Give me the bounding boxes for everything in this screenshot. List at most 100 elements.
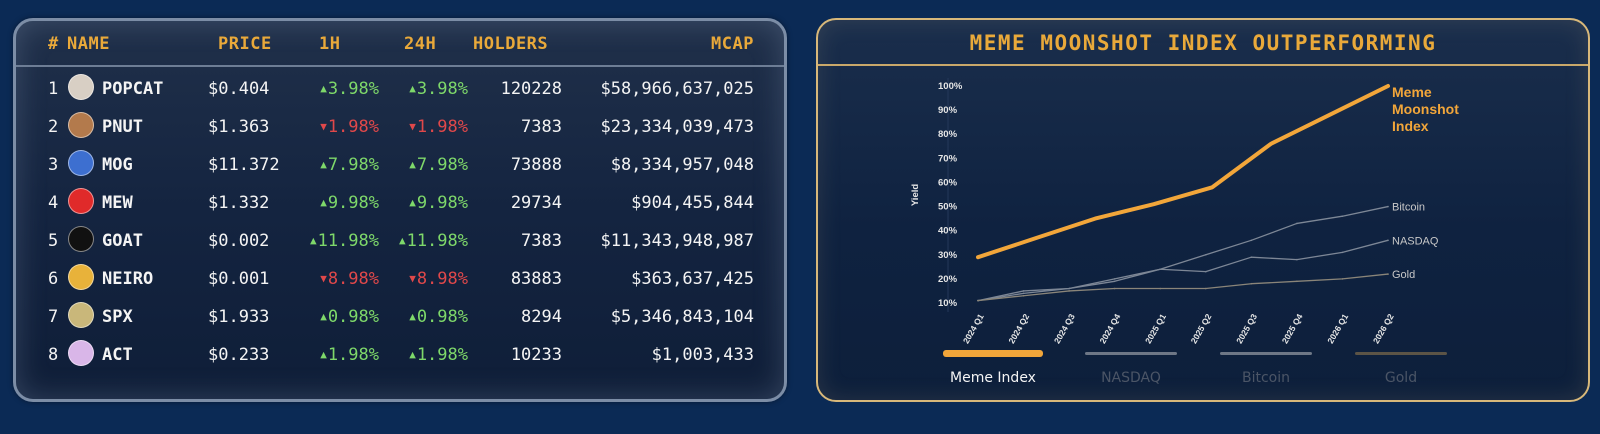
- price-cell: $1.933: [208, 307, 269, 327]
- holders-cell-text: 8294: [521, 307, 562, 327]
- y-tick-label: 20%: [938, 274, 958, 285]
- x-tick-label: 2025 Q3: [1234, 312, 1259, 345]
- legend-label: Meme Index: [950, 370, 1036, 386]
- price-cell: $1.332: [208, 193, 269, 213]
- table-row[interactable]: 2 PNUT $1.363 7383 $23,334,039,473 ▼1.98% ▼1.9…: [16, 108, 784, 146]
- change-1h-cell: ▲9.98%: [320, 193, 379, 213]
- price-cell: $11.372: [208, 155, 280, 175]
- table-row[interactable]: 7 SPX $1.933 8294 $5,346,843,104 ▲0.98% ▲0.98%: [16, 298, 784, 336]
- holders-cell: 7383: [521, 231, 562, 251]
- x-tick-label: 2024 Q2: [1006, 312, 1031, 345]
- holders-cell-text: 7383: [521, 231, 562, 251]
- series-line: [977, 239, 1389, 302]
- rank-cell: 8: [48, 345, 58, 365]
- change-24h-cell: ▲0.98%: [409, 307, 468, 327]
- series-line: [976, 84, 1390, 260]
- header-24h[interactable]: 24H: [404, 34, 437, 54]
- token-name-cell: SPX: [102, 307, 133, 327]
- price-cell-text: $11.372: [208, 155, 280, 175]
- triangle-up-icon: ▲: [409, 196, 416, 209]
- change-24h-cell-text: 1.98%: [416, 345, 468, 365]
- triangle-down-icon: ▼: [320, 272, 327, 285]
- token-name-cell: MEW: [102, 193, 133, 213]
- rank-cell-text: 3: [48, 155, 59, 175]
- token-name-cell-text: POPCAT: [102, 79, 164, 99]
- holders-cell: 29734: [511, 193, 562, 213]
- table-row[interactable]: 8 ACT $0.233 10233 $1,003,433 ▲1.98% ▲1.98%: [16, 336, 784, 374]
- change-1h-cell: ▲7.98%: [320, 155, 379, 175]
- change-24h-cell: ▲9.98%: [409, 193, 468, 213]
- x-tick-label: 2024 Q3: [1052, 312, 1077, 345]
- header-mcap[interactable]: MCAP: [711, 34, 754, 54]
- triangle-up-icon: ▲: [320, 158, 327, 171]
- x-tick-label: 2025 Q4: [1280, 312, 1305, 345]
- legend-item[interactable]: Meme Index: [943, 350, 1043, 400]
- rank-cell: 2: [48, 117, 58, 137]
- x-tick-label: 2025 Q2: [1189, 312, 1214, 345]
- change-24h-cell-text: 9.98%: [416, 193, 468, 213]
- change-24h-cell: ▼8.98%: [409, 269, 468, 289]
- price-cell-text: $1.332: [208, 193, 270, 213]
- header-holders[interactable]: HOLDERS: [473, 34, 549, 54]
- series-line: [977, 273, 1389, 302]
- series-point: [1250, 282, 1253, 285]
- legend-item[interactable]: Bitcoin: [1216, 350, 1316, 400]
- token-name-cell: PNUT: [102, 117, 143, 137]
- change-24h-cell: ▲11.98%: [399, 231, 468, 251]
- table-header: # NAME PRICE 1H 24H HOLDERS MCAP: [16, 21, 784, 67]
- popcat-avatar: [68, 74, 94, 100]
- change-1h-cell-text: 1.98%: [327, 345, 379, 365]
- change-1h-cell-text: 3.98%: [327, 79, 379, 99]
- change-1h-cell: ▲3.98%: [320, 79, 379, 99]
- change-1h-cell-text: 11.98%: [317, 231, 379, 251]
- y-tick-label: 30%: [938, 250, 958, 261]
- triangle-down-icon: ▼: [409, 272, 416, 285]
- triangle-up-icon: ▲: [409, 348, 416, 361]
- triangle-up-icon: ▲: [398, 234, 406, 247]
- token-table-panel: # NAME PRICE 1H 24H HOLDERS MCAP 1 POPCAT…: [13, 18, 787, 402]
- table-row[interactable]: 3 MOG $11.372 73888 $8,334,957,048 ▲7.98% ▲7.9…: [16, 146, 784, 184]
- change-1h-cell-text: 1.98%: [327, 117, 379, 137]
- mcap-cell-text: $8,334,957,048: [610, 155, 754, 175]
- table-row[interactable]: 4 MEW $1.332 29734 $904,455,844 ▲9.98% ▲9.98%: [16, 184, 784, 222]
- rank-cell-text: 1: [48, 79, 59, 99]
- mcap-cell-text: $904,455,844: [631, 193, 754, 213]
- change-1h-cell-text: 0.98%: [327, 307, 379, 327]
- legend-item[interactable]: NASDAQ: [1081, 350, 1181, 400]
- rank-cell-text: 8: [48, 345, 59, 365]
- series-end-label: Moonshot: [1392, 101, 1459, 117]
- change-1h-cell: ▼1.98%: [320, 117, 379, 137]
- x-tick-label: 2024 Q1: [961, 312, 986, 345]
- table-row[interactable]: 5 GOAT $0.002 7383 $11,343,948,987 ▲11.98% ▲11…: [16, 222, 784, 260]
- table-row[interactable]: 6 NEIRO $0.001 83883 $363,637,425 ▼8.98% ▼8.98…: [16, 260, 784, 298]
- header-1h[interactable]: 1H: [319, 34, 341, 54]
- mew-avatar: [68, 188, 94, 214]
- mcap-cell: $8,334,957,048: [611, 155, 754, 175]
- mcap-cell: $23,334,039,473: [600, 117, 754, 137]
- change-24h-cell-text: 1.98%: [416, 117, 468, 137]
- price-cell-text: $0.404: [208, 79, 270, 99]
- series-point: [1204, 287, 1207, 290]
- legend-swatch: [943, 350, 1043, 357]
- change-1h-cell-text: 8.98%: [327, 269, 379, 289]
- price-cell: $0.404: [208, 79, 269, 99]
- series-point: [1093, 217, 1097, 221]
- table-row[interactable]: 1 POPCAT $0.404 120228 $58,966,637,025 ▲3.98%…: [16, 70, 784, 108]
- series-point: [1210, 185, 1214, 189]
- y-tick-label: 80%: [938, 129, 958, 140]
- header-name[interactable]: NAME: [67, 34, 110, 54]
- series-end-label: Bitcoin: [1392, 202, 1425, 214]
- rank-cell-text: 6: [48, 269, 59, 289]
- rank-cell: 4: [48, 193, 58, 213]
- series-point: [1296, 280, 1298, 283]
- legend-item[interactable]: Gold: [1351, 350, 1451, 400]
- series-point: [1387, 273, 1389, 275]
- header-price[interactable]: PRICE: [218, 34, 272, 54]
- change-24h-cell-text: 3.98%: [416, 79, 468, 99]
- token-name-cell-text: GOAT: [102, 231, 143, 251]
- triangle-up-icon: ▲: [409, 310, 416, 323]
- mcap-cell: $363,637,425: [631, 269, 754, 289]
- token-name-cell-text: PNUT: [102, 117, 143, 137]
- rank-cell: 1: [48, 79, 58, 99]
- pnut-avatar: [68, 112, 94, 138]
